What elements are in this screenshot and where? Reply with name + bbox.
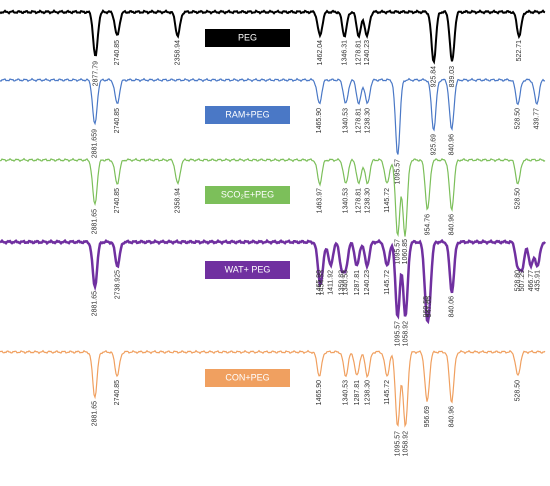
peak-label: 956.69 [424, 406, 431, 428]
peak-label: 960.55 [423, 296, 430, 318]
peak-label: 840.06 [449, 296, 456, 318]
legend-label: WAT+ PEG [225, 264, 271, 274]
peak-label: 2881.65 [92, 209, 99, 234]
peak-label: 1465.90 [316, 270, 323, 295]
peak-label: 1463.97 [317, 188, 324, 213]
peak-label: 1095.57 [395, 159, 402, 184]
peak-label: 1411.92 [327, 270, 334, 295]
peak-label: 2740.85 [114, 380, 121, 405]
peak-label: 1287.81 [354, 380, 361, 405]
legend-label: SCO₂E+PEG [221, 189, 274, 199]
peak-label: 1058.92 [402, 431, 409, 456]
peak-label: 439.77 [534, 108, 541, 130]
peak-label: 2740.85 [114, 40, 121, 65]
legend-box [205, 369, 290, 387]
peak-label: 1287.81 [354, 270, 361, 295]
peak-label: 1145.72 [384, 270, 391, 295]
peak-label: 2740.85 [114, 188, 121, 213]
peak-label: 1095.57 [395, 321, 402, 346]
peak-label: 1145.72 [384, 188, 391, 213]
peak-label: 1240.23 [364, 40, 371, 65]
peak-label: 507.29 [519, 270, 526, 292]
peak-label: 1340.53 [343, 188, 350, 213]
peak-label: 1145.72 [384, 380, 391, 405]
spectrum-line [0, 9, 546, 65]
peak-label: 2740.85 [114, 108, 121, 133]
legend-box [205, 261, 290, 279]
peak-label: 2358.94 [175, 40, 182, 65]
peak-label: 839.03 [449, 66, 456, 88]
peak-label: 1340.53 [343, 380, 350, 405]
peak-label: 2877.79 [92, 61, 99, 86]
spectrum-line [0, 77, 546, 155]
peak-label: 1462.04 [317, 40, 324, 65]
peak-label: 925.69 [431, 134, 438, 156]
peak-label: 2738.925 [114, 270, 121, 299]
peak-label: 1240.23 [364, 270, 371, 295]
peak-label: 1238.30 [364, 380, 371, 405]
legend-label: PEG [238, 32, 257, 42]
spectrum-line [0, 349, 546, 428]
peak-label: 840.96 [449, 406, 456, 428]
peak-label: 1465.90 [316, 108, 323, 133]
peak-label: 528.50 [515, 188, 522, 210]
peak-label: 1238.30 [364, 188, 371, 213]
peak-label: 2881.65 [92, 291, 99, 316]
peak-label: 1340.53 [343, 108, 350, 133]
peak-label: 466.77 [528, 270, 535, 292]
legend-box [205, 186, 290, 204]
peak-label: 1359.82 [339, 270, 346, 295]
peak-label: 1278.81 [356, 188, 363, 213]
legend-box [205, 106, 290, 124]
legend-box [205, 29, 290, 47]
peak-label: 435.91 [534, 270, 541, 292]
peak-label: 2881.65 [92, 401, 99, 426]
peak-label: 925.84 [431, 66, 438, 88]
peak-label: 1095.57 [395, 239, 402, 264]
peak-label: 528.80 [515, 270, 522, 292]
peak-label: 1058.92 [402, 321, 409, 346]
peak-label: 1346.31 [341, 40, 348, 65]
peak-label: 1278.81 [356, 108, 363, 133]
peak-label: 840.96 [449, 134, 456, 156]
peak-label: 1238.30 [364, 108, 371, 133]
peak-label: 1278.81 [356, 40, 363, 65]
peak-label: 954.76 [424, 214, 431, 236]
peak-label: 840.96 [449, 214, 456, 236]
peak-label: 1454.33 [318, 270, 325, 295]
peak-label: 1095.57 [395, 431, 402, 456]
legend-label: CON+PEG [225, 372, 269, 382]
peak-label: 1060.85 [402, 239, 409, 264]
spectrum-line [0, 238, 546, 325]
peak-label: 528.50 [515, 108, 522, 130]
peak-label: 522.71 [516, 40, 523, 62]
peak-label: 1465.90 [316, 380, 323, 405]
spectrum-line [0, 157, 546, 238]
peak-label: 528.50 [515, 380, 522, 402]
peak-label: 947.05 [426, 296, 433, 318]
peak-label: 1340.53 [343, 270, 350, 295]
peak-label: 2358.94 [175, 188, 182, 213]
peak-label: 2881.659 [92, 129, 99, 158]
legend-label: RAM+PEG [225, 109, 269, 119]
